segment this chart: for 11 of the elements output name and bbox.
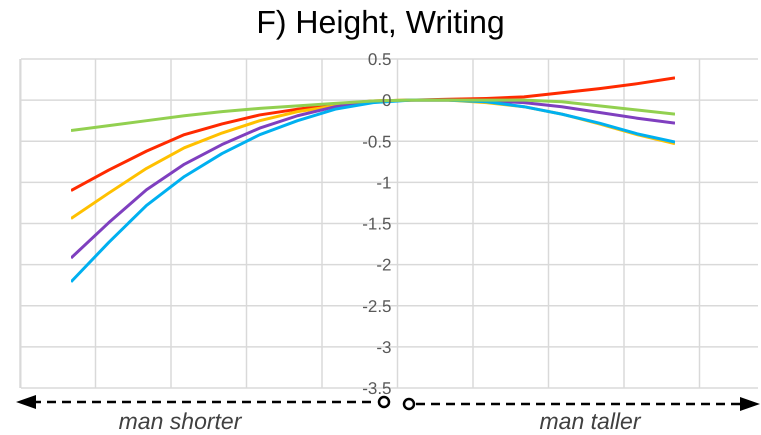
y-tick-label: -0.5 <box>362 132 392 152</box>
y-tick-label: 0.5 <box>368 50 392 69</box>
y-tick-label: -1 <box>376 173 392 192</box>
chart-title: F) Height, Writing <box>255 4 506 41</box>
y-tick-label: -2.5 <box>362 296 392 316</box>
y-tick-label: -3.5 <box>362 379 392 398</box>
y-tick-label: -3 <box>376 338 392 357</box>
y-tick-label: -1.5 <box>362 214 392 234</box>
y-tick-label: -2 <box>376 256 392 275</box>
text: man taller <box>538 408 642 435</box>
text: man shorter <box>118 408 244 435</box>
